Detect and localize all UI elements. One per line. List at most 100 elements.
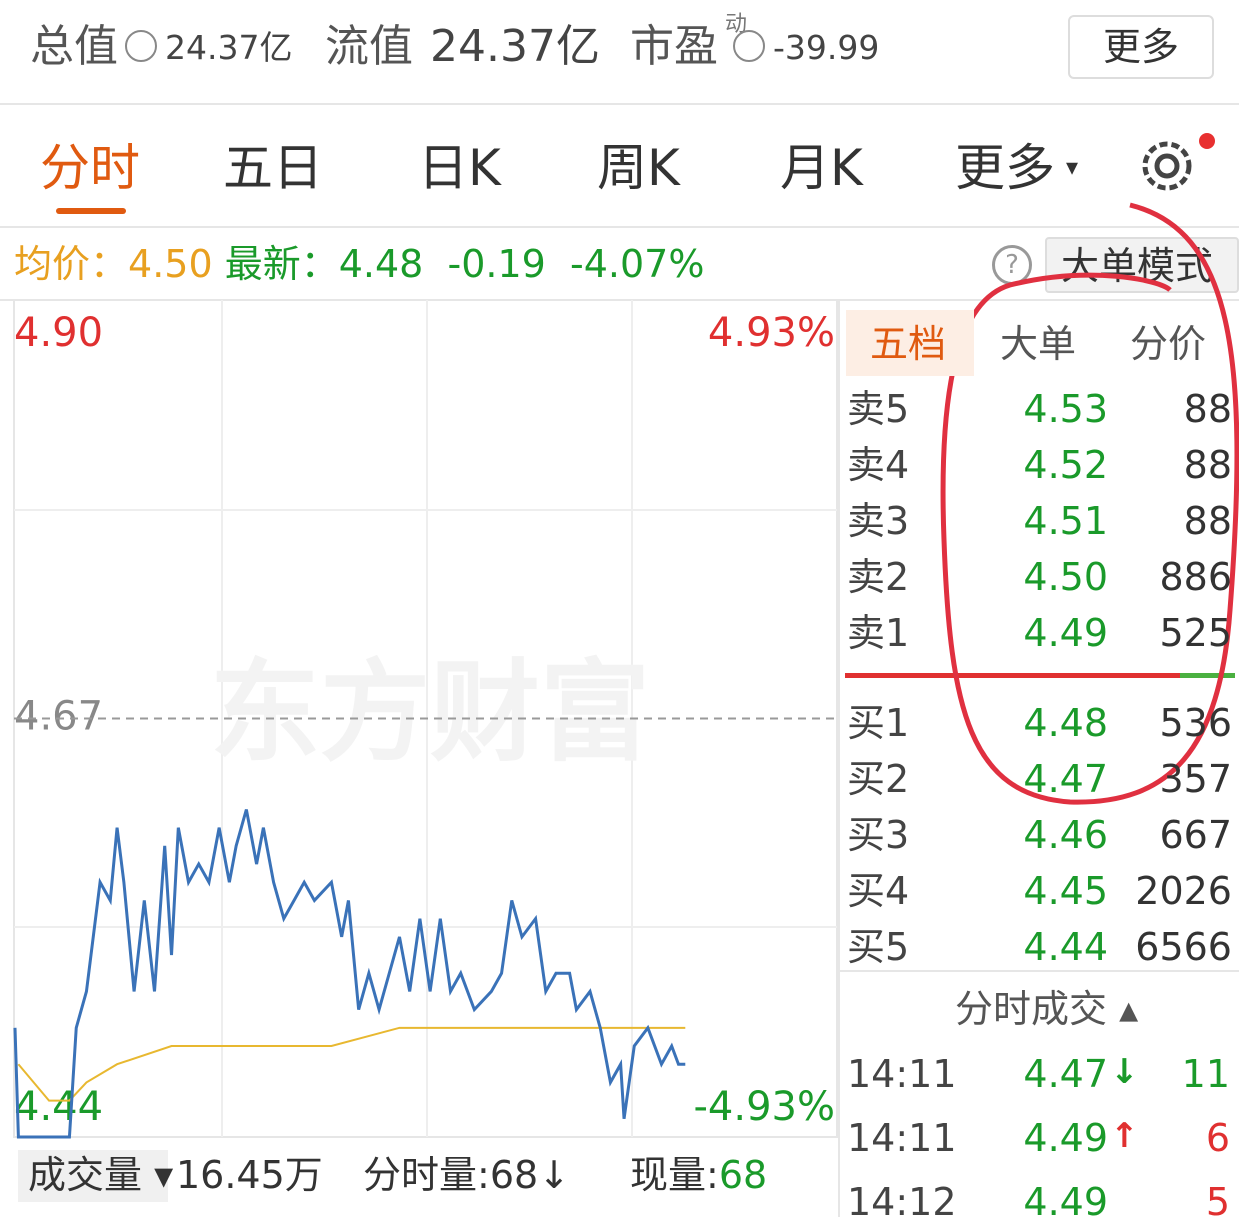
book-vol: 357 [1159, 757, 1232, 801]
book-vol: 88 [1183, 499, 1232, 543]
trade-vol: 5 [1205, 1180, 1230, 1224]
quote-bar: 均价：4.50 最新：4.48 -0.19 -4.07% [14, 245, 704, 283]
info-icon [125, 30, 157, 62]
book-bar-green [1180, 673, 1235, 678]
book-price: 4.46 [1023, 813, 1108, 857]
divider [0, 103, 1239, 105]
pct-label: -4.93% [693, 1084, 835, 1130]
book-price: 4.45 [1023, 869, 1108, 913]
annotation-circle [940, 202, 1239, 805]
book-bar-red [845, 673, 1180, 678]
trade-dir: ↓ [1110, 1052, 1139, 1092]
tab[interactable]: 日K [418, 139, 501, 197]
pct: -4.07% [570, 242, 705, 286]
book-vol: 525 [1159, 611, 1232, 655]
book-label: 买4 [847, 869, 910, 913]
stat-value: 24.37亿 [165, 28, 293, 67]
y-tick-label: 4.44 [14, 1084, 103, 1130]
trade-dir: ↑ [1110, 1116, 1139, 1156]
volume-select[interactable]: 成交量 ▾ [18, 1150, 173, 1202]
trade-time: 14:11 [847, 1052, 957, 1096]
volume-label: 成交量 [28, 1153, 143, 1197]
trade-vol: 11 [1181, 1052, 1230, 1096]
last-label: 最新： [224, 242, 339, 286]
avg: 4.50 [128, 242, 213, 286]
tab[interactable]: 五日 [223, 139, 323, 197]
avg-label: 均价： [14, 242, 129, 286]
divider [0, 226, 1239, 228]
divider [838, 970, 1239, 972]
pct-label: 4.93% [708, 310, 835, 356]
stat-sup: 动 [725, 12, 748, 37]
now: 68 [718, 1153, 768, 1197]
book-vol: 536 [1159, 701, 1232, 745]
tick-label: 分时量: [363, 1153, 490, 1197]
tab[interactable]: 更多 [955, 139, 1055, 197]
book-price: 4.51 [1023, 499, 1108, 543]
divider [838, 300, 840, 1217]
book-label: 卖1 [847, 611, 910, 655]
stat-label: 市盈 [630, 21, 718, 72]
book-price: 4.53 [1023, 387, 1108, 431]
tick: 68 [489, 1153, 539, 1197]
y-tick-label: 4.67 [14, 694, 103, 740]
book-tab[interactable]: 五档 [870, 322, 947, 366]
tick-volume: 分时量:68↓ [363, 1156, 570, 1194]
change: -0.19 [447, 242, 546, 286]
book-label: 卖5 [847, 387, 910, 431]
trade-time: 14:12 [847, 1180, 957, 1224]
book-vol: 88 [1183, 443, 1232, 487]
book-price: 4.47 [1023, 757, 1108, 801]
stat-label: 总值 [30, 21, 118, 72]
tab[interactable]: 月K [780, 139, 863, 197]
trade-price: 4.47 [1023, 1052, 1108, 1096]
book-vol: 88 [1183, 387, 1232, 431]
book-price: 4.49 [1023, 611, 1108, 655]
more-button[interactable]: 更多 [1068, 15, 1214, 79]
book-label: 卖2 [847, 555, 910, 599]
trade-price: 4.49 [1023, 1180, 1108, 1224]
stat-value: -39.99 [773, 28, 880, 67]
book-vol: 2026 [1135, 869, 1232, 913]
watermark: 东方财富 [210, 648, 650, 776]
tab-caret: ▾ [1066, 153, 1079, 181]
book-tab[interactable]: 大单 [1000, 322, 1077, 366]
trades-title[interactable]: 分时成交 ▴ [955, 987, 1139, 1031]
tab-underline [56, 208, 126, 214]
last: 4.48 [338, 242, 424, 286]
trade-vol: 6 [1205, 1116, 1230, 1160]
volume: 16.45万 [176, 1153, 323, 1197]
book-label: 卖3 [847, 499, 910, 543]
book-price: 4.44 [1023, 925, 1108, 969]
tab[interactable]: 周K [597, 139, 680, 197]
book-tab[interactable]: 分价 [1130, 322, 1207, 366]
settings-icon[interactable] [1135, 133, 1215, 203]
book-label: 买5 [847, 925, 910, 969]
stat-label: 流值 [325, 21, 413, 72]
book-price: 4.50 [1023, 555, 1108, 599]
book-vol: 667 [1159, 813, 1232, 857]
trades-title-text: 分时成交 [955, 987, 1108, 1031]
y-tick-label: 4.90 [14, 310, 103, 356]
trade-price: 4.49 [1023, 1116, 1108, 1160]
info-icon [733, 30, 765, 62]
price-line [17, 1026, 686, 1102]
now-volume: 现量:68 [630, 1156, 767, 1194]
tab[interactable]: 分时 [40, 139, 140, 197]
stat-value: 24.37亿 [430, 21, 600, 72]
book-label: 买2 [847, 757, 910, 801]
chart: 东方财富 4.90 4.67 4.44 4.93% -4.93% [13, 300, 838, 1139]
book-vol: 886 [1159, 555, 1232, 599]
book-price: 4.48 [1023, 701, 1108, 745]
book-tab-bg [846, 310, 974, 376]
book-vol: 6566 [1135, 925, 1232, 969]
trade-time: 14:11 [847, 1116, 957, 1160]
book-price: 4.52 [1023, 443, 1108, 487]
book-label: 买1 [847, 701, 910, 745]
price-line [13, 809, 686, 1139]
tick-dir: ↓ [538, 1153, 571, 1197]
big-order-button[interactable]: 大单模式 [1045, 237, 1239, 293]
now-label: 现量: [630, 1153, 719, 1197]
book-label: 买3 [847, 813, 910, 857]
